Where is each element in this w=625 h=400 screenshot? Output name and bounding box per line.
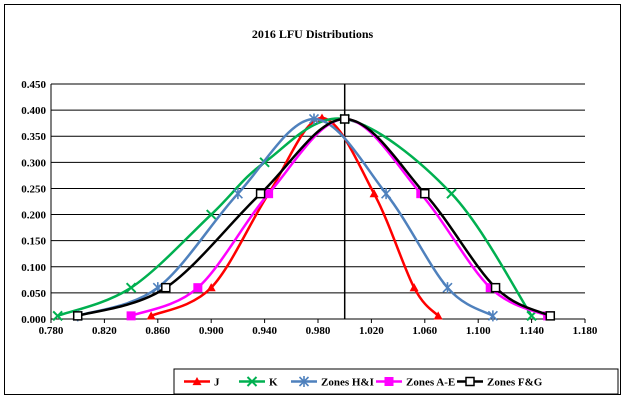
- data-point: [206, 283, 216, 292]
- y-tick-label: 0.350: [21, 131, 46, 143]
- data-point: [369, 189, 379, 198]
- data-point: [339, 114, 350, 124]
- x-tick-label: 1.140: [519, 325, 544, 337]
- x-tick-label: 0.940: [252, 325, 277, 337]
- y-tick-label: 0.150: [21, 236, 46, 248]
- open-square-marker: [465, 376, 475, 387]
- chart-title: 2016 LFU Distributions: [251, 27, 374, 41]
- data-point: [446, 188, 457, 199]
- legend-label: Zones A-E: [406, 377, 455, 389]
- data-point: [126, 311, 136, 321]
- x-tick-label: 0.860: [145, 325, 170, 337]
- series-line: [77, 117, 551, 318]
- y-tick-label: 0.250: [21, 183, 46, 195]
- y-tick-label: 0.100: [21, 262, 46, 274]
- chart-frame: [4, 4, 621, 395]
- data-point: [409, 283, 419, 292]
- x-tick-label: 1.020: [359, 325, 384, 337]
- data-point: [193, 283, 203, 293]
- data-point: [490, 282, 501, 293]
- legend-label: K: [269, 377, 278, 389]
- x-tick-label: 1.100: [466, 325, 491, 337]
- y-tick-label: 0.000: [21, 314, 46, 326]
- data-point: [433, 311, 443, 320]
- x-tick-label: 0.900: [199, 325, 224, 337]
- series-line: [57, 117, 533, 318]
- x-marker: [246, 376, 258, 387]
- x-tick-label: 0.780: [39, 325, 64, 337]
- data-point: [146, 311, 156, 320]
- y-tick-label: 0.300: [21, 157, 46, 169]
- y-tick-label: 0.450: [21, 79, 46, 91]
- x-tick-label: 1.060: [412, 325, 437, 337]
- data-point: [125, 282, 137, 293]
- data-point: [264, 189, 274, 199]
- x-tick-label: 1.180: [573, 325, 598, 337]
- legend-label: J: [214, 377, 220, 389]
- y-tick-label: 0.400: [21, 105, 46, 117]
- data-point: [485, 283, 495, 293]
- data-point: [52, 310, 63, 322]
- x-tick-label: 0.980: [306, 325, 331, 337]
- data-point: [205, 209, 217, 220]
- data-point: [161, 282, 171, 293]
- data-point: [232, 188, 243, 200]
- legend-label: Zones H&I: [321, 377, 374, 389]
- data-point: [72, 311, 83, 321]
- square-marker: [384, 377, 394, 386]
- triangle-marker: [192, 377, 202, 386]
- data-point: [420, 188, 430, 199]
- y-tick-label: 0.200: [21, 210, 46, 222]
- legend-label: Zones F&G: [487, 377, 543, 389]
- y-tick-label: 0.050: [21, 288, 46, 300]
- data-point: [526, 310, 537, 322]
- data-point: [308, 113, 320, 125]
- data-point: [442, 282, 453, 294]
- star-marker: [298, 376, 310, 387]
- series-line: [77, 117, 494, 318]
- data-point: [545, 311, 556, 321]
- x-tick-label: 0.820: [92, 325, 117, 337]
- data-point: [381, 188, 392, 200]
- data-point: [487, 310, 498, 322]
- data-point: [255, 188, 266, 199]
